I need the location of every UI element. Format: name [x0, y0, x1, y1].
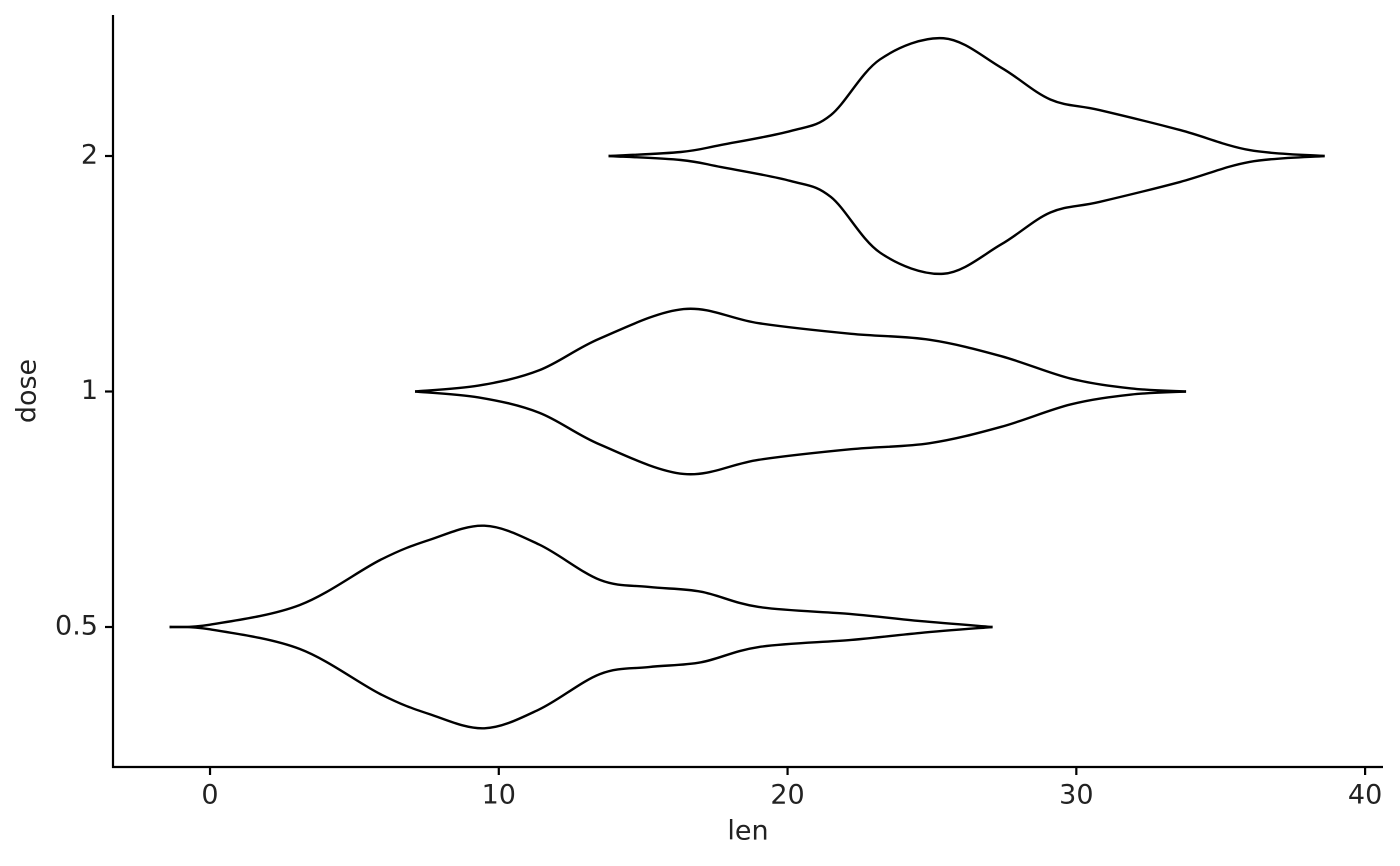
- x-tick-label: 10: [482, 780, 516, 811]
- violin-outline: [608, 154, 1325, 276]
- y-tick-label: 2: [81, 140, 98, 171]
- x-tick-label: 30: [1059, 780, 1093, 811]
- violin-outline: [414, 307, 1187, 393]
- y-tick-label: 1: [81, 375, 98, 406]
- violin-outline: [169, 524, 993, 629]
- x-tick-label: 0: [201, 780, 218, 811]
- x-tick-label: 40: [1348, 780, 1382, 811]
- y-axis-title: dose: [12, 359, 43, 423]
- violin-outline: [169, 625, 993, 730]
- x-tick-label: 20: [770, 780, 804, 811]
- violin-outline: [414, 390, 1187, 476]
- y-tick-label: 0.5: [55, 611, 98, 642]
- x-axis-title: len: [727, 816, 768, 847]
- violin-outline: [608, 36, 1325, 158]
